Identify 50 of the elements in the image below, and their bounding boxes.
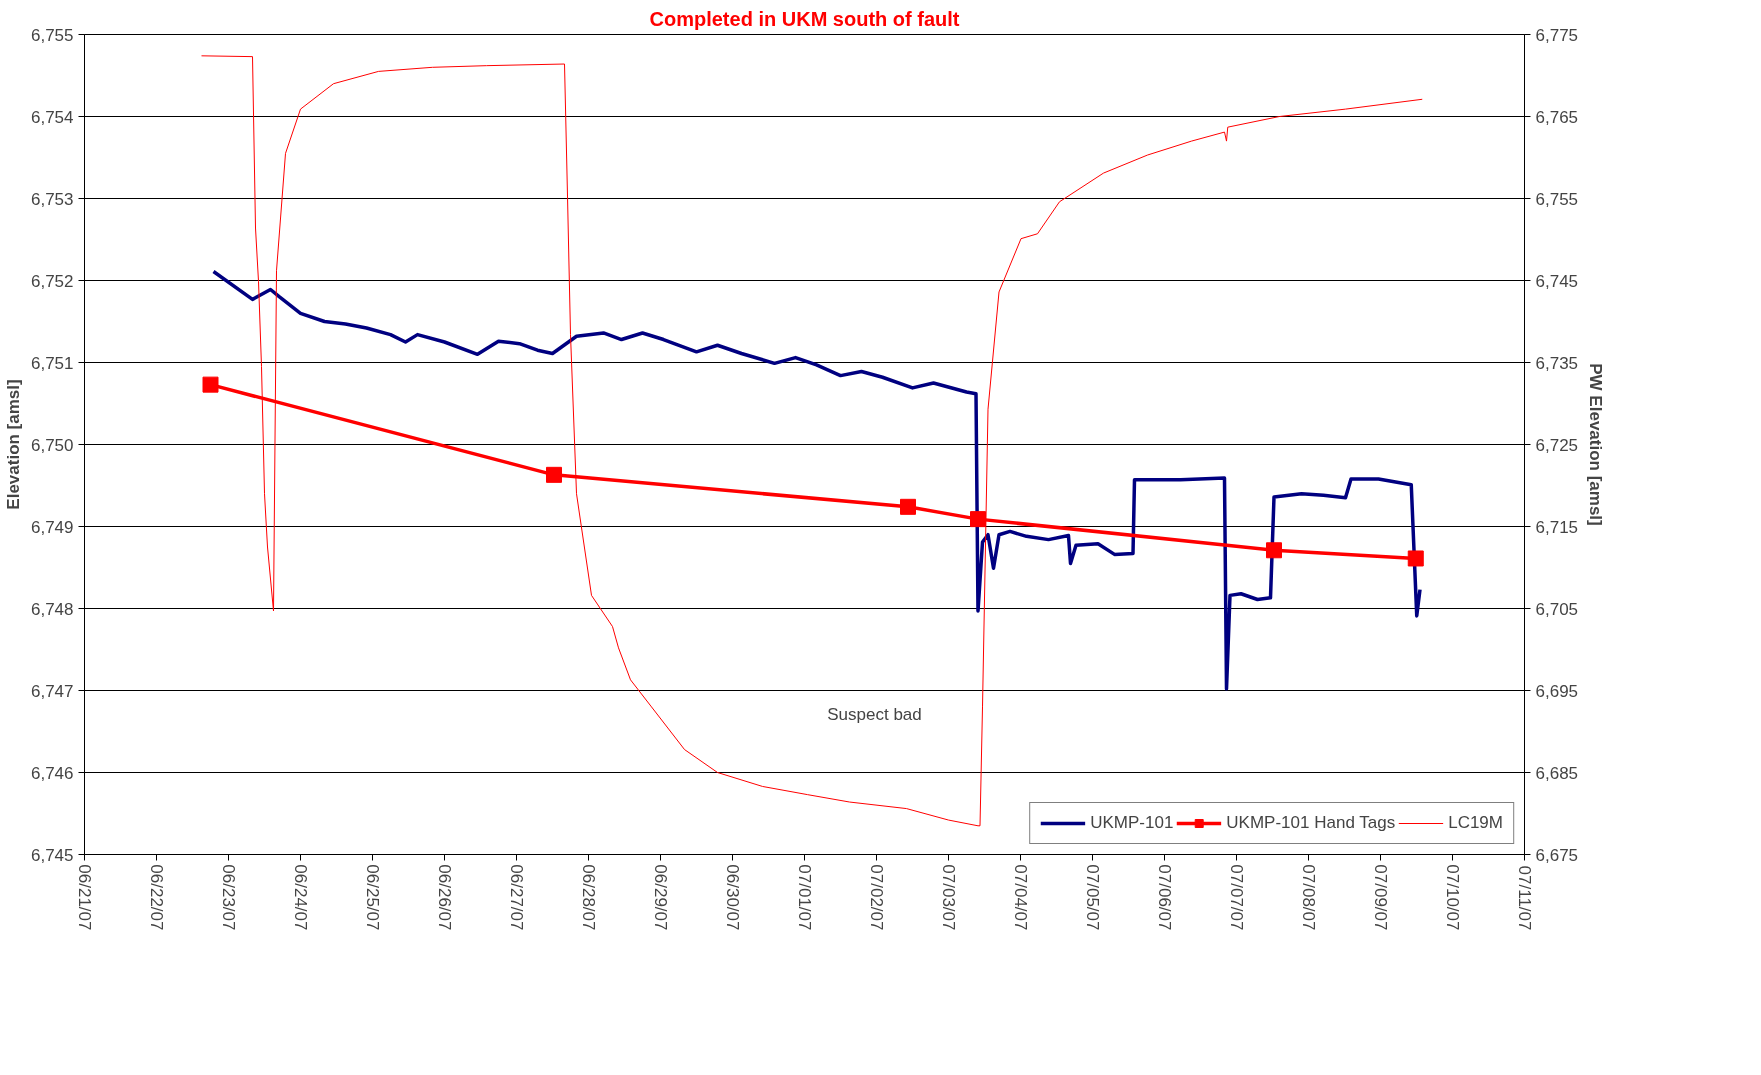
x-tick-label: 06/26/07 [435,864,454,931]
y-tick-label: 6,755 [30,25,74,45]
x-tick-label: 06/30/07 [723,864,742,931]
y-tick-label: 6,749 [30,517,74,537]
y2-tick-label: 6,685 [1535,763,1579,783]
y2-tick-label: 6,765 [1535,107,1579,127]
y-tick-label: 6,746 [30,763,74,783]
chart-title: Completed in UKM south of fault [649,7,960,30]
x-tick-label: 07/07/07 [1227,864,1246,931]
x-tick-label: 07/08/07 [1299,864,1318,931]
x-tick-label: 07/04/07 [1011,864,1030,931]
x-tick-label: 06/27/07 [507,864,526,931]
legend-label: LC19M [1448,813,1503,833]
x-tick-label: 06/28/07 [579,864,598,931]
y2-tick-label: 6,715 [1535,517,1579,537]
y-axis-title: Elevation [amsl] [3,379,23,510]
y-tick-label: 6,748 [30,599,74,619]
x-tick-label: 07/09/07 [1371,864,1390,931]
y2-tick-label: 6,695 [1535,681,1579,701]
y2-tick-label: 6,675 [1535,845,1579,865]
y-tick-label: 6,750 [30,435,74,455]
y2-axis-title: PW Elevation [amsl] [1586,363,1606,526]
legend-label: UKMP-101 [1090,813,1174,833]
y2-tick-label: 6,755 [1535,189,1579,209]
y-tick-label: 6,753 [30,189,74,209]
x-tick-label: 06/22/07 [147,864,166,931]
y2-tick-label: 6,725 [1535,435,1579,455]
x-tick-label: 06/25/07 [363,864,382,931]
y-tick-label: 6,754 [30,107,74,127]
legend-label: UKMP-101 Hand Tags [1226,813,1396,833]
y2-tick-label: 6,735 [1535,353,1579,373]
x-tick-label: 07/03/07 [939,864,958,931]
y2-tick-label: 6,705 [1535,599,1579,619]
annotation: Suspect bad [827,705,922,724]
y-tick-label: 6,747 [30,681,74,701]
x-tick-label: 06/23/07 [219,864,238,931]
x-tick-label: 07/11/07 [1515,865,1534,931]
x-tick-label: 07/06/07 [1155,864,1174,931]
y2-tick-label: 6,775 [1535,25,1579,45]
x-tick-label: 06/21/07 [75,864,94,931]
y2-tick-label: 6,745 [1535,271,1579,291]
x-tick-label: 07/02/07 [867,864,886,931]
y-tick-label: 6,751 [30,353,74,373]
x-tick-label: 06/24/07 [291,864,310,931]
x-tick-label: 07/10/07 [1443,864,1462,931]
x-tick-label: 06/29/07 [651,864,670,931]
y-tick-label: 6,752 [30,271,74,291]
x-tick-label: 07/05/07 [1083,864,1102,931]
y-tick-label: 6,745 [30,845,74,865]
x-tick-label: 07/01/07 [795,864,814,931]
